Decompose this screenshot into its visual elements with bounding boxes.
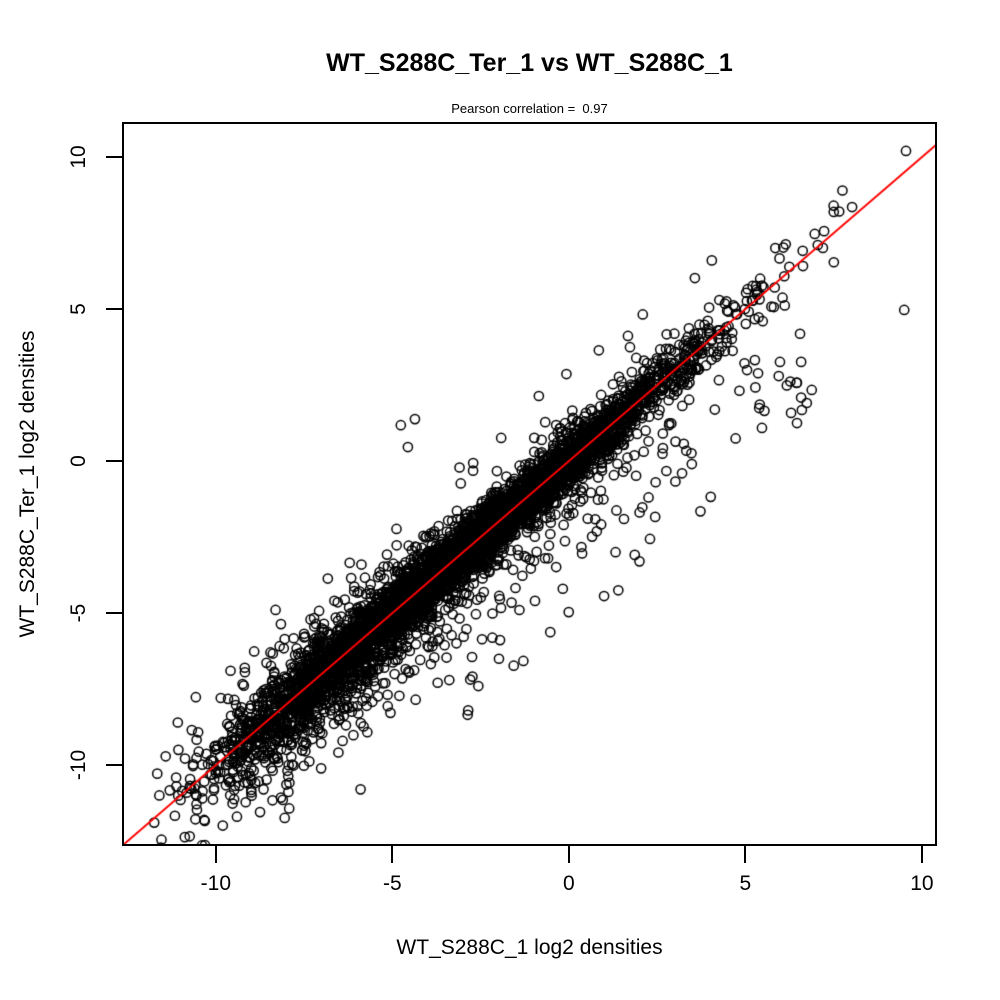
y-tick-mark (106, 308, 123, 311)
y-tick-mark (106, 460, 123, 463)
y-axis-label: WT_S288C_Ter_1 log2 densities (16, 330, 39, 638)
y-tick-label: 10 (67, 145, 90, 169)
y-tick-label: -5 (67, 603, 90, 623)
x-tick-label: 5 (739, 872, 752, 895)
x-axis-label: WT_S288C_1 log2 densities (396, 936, 663, 959)
y-tick-label: 5 (67, 303, 90, 315)
y-tick-label: -10 (67, 749, 90, 781)
x-tick-mark (567, 846, 570, 863)
y-tick-label: 0 (67, 455, 90, 467)
x-tick-mark (391, 846, 394, 863)
x-tick-label: -10 (200, 872, 231, 895)
y-tick-mark (106, 156, 123, 159)
plot-border (122, 122, 937, 846)
x-tick-label: -5 (383, 872, 402, 895)
y-tick-mark (106, 612, 123, 615)
x-tick-label: 10 (910, 872, 934, 895)
x-tick-mark (214, 846, 217, 863)
x-tick-mark (920, 846, 923, 863)
x-tick-label: 0 (563, 872, 575, 895)
y-tick-mark (106, 764, 123, 767)
x-tick-mark (744, 846, 747, 863)
